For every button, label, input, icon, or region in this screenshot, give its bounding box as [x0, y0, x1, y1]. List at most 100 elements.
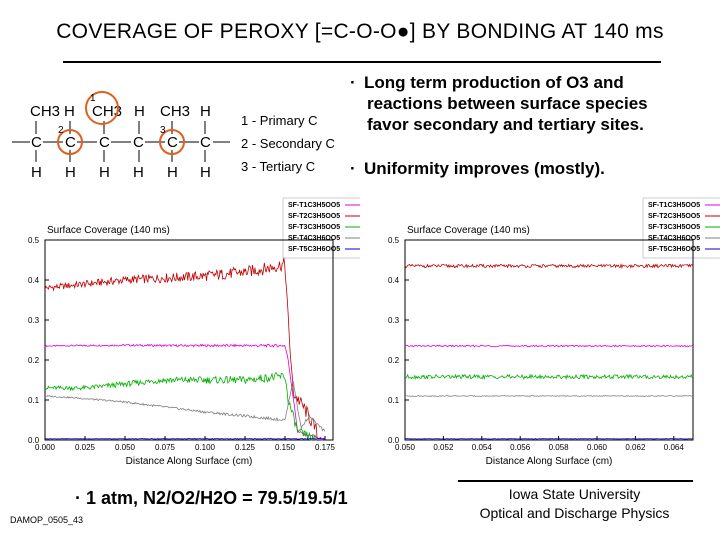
x-tick-label: 0.025 [75, 443, 96, 452]
plot-area [404, 239, 694, 441]
bullet-line: Uniformity improves (mostly). [364, 159, 605, 178]
x-tick-label: 0.100 [195, 443, 216, 452]
tertiary-site-circle [159, 129, 185, 155]
x-axis-label: Distance Along Surface (cm) [486, 456, 613, 467]
plot-area [44, 239, 334, 441]
series-line-SF-T2C3H5OO5 [44, 257, 318, 438]
y-tick-label: 0.5 [388, 236, 400, 245]
legend-label: SF-T4C3H6OO5 [288, 235, 340, 242]
page-title: COVERAGE OF PEROXY [=C-O-O●] BY BONDING … [56, 20, 664, 43]
y-tick-label: 0.2 [28, 356, 40, 365]
legend-box [282, 197, 360, 259]
site-legend: 1 - Primary C 2 - Secondary C 3 - Tertia… [241, 112, 335, 175]
molecule-top-label: H [200, 103, 211, 120]
y-tick-label: 0.1 [388, 396, 400, 405]
x-tick-label: 0.125 [235, 443, 256, 452]
bullet-dot-icon: · [75, 488, 81, 508]
bullet-line: favor secondary and tertiary sites. [367, 115, 644, 134]
series-line-SF-T1C3H5OO5 [404, 344, 694, 348]
title-divider [63, 61, 661, 63]
legend-label: SF-T2C3H5OO5 [648, 213, 700, 220]
site-number: 1 [90, 93, 96, 104]
hydrogen-atom: H [99, 164, 110, 181]
x-tick-label: 0.075 [155, 443, 176, 452]
legend-label: SF-T1C3H5OO5 [648, 202, 700, 209]
y-tick-label: 0.4 [28, 276, 40, 285]
bullet-dot-icon: · [350, 73, 356, 92]
x-tick-label: 0.052 [433, 443, 454, 452]
molecule-top-label: H [64, 103, 75, 120]
x-tick-label: 0.050 [395, 443, 416, 452]
molecule-svg: CH3 H CH3 H CH3 H C C C C C C [12, 91, 230, 181]
x-tick-label: 0.000 [35, 443, 56, 452]
hydrogen-atom: H [65, 164, 76, 181]
series-line-SF-T1C3H5OO5 [44, 343, 326, 441]
condition-value: 1 atm, N2/O2/H2O = 79.5/19.5/1 [86, 488, 348, 508]
y-tick-label: 0.0 [28, 436, 40, 445]
slide-code: DAMOP_0505_43 [10, 515, 84, 525]
carbon-atom: C [99, 134, 110, 151]
site-number: 3 [160, 125, 166, 136]
series-line-SF-T3C3H5OO5 [44, 372, 318, 441]
series-line-SF-T5C3H6OO5 [44, 437, 326, 440]
organization: Iowa State University Optical and Discha… [452, 485, 697, 523]
chart-legend: SF-T1C3H5OO5 SF-T2C3H5OO5 SF-T3C3H5OO5 SF-T… [282, 197, 360, 259]
carbon-atom: C [200, 134, 211, 151]
carbon-atom: C [167, 134, 178, 151]
molecule-top-label: CH3 [92, 103, 122, 120]
carbon-atom: C [133, 134, 144, 151]
series-line-SF-T3C3H5OO5 [404, 373, 694, 381]
legend-label: SF-T3C3H5OO5 [288, 224, 340, 231]
carbon-atom: C [31, 134, 42, 151]
hydrogen-atom: H [31, 164, 42, 181]
site-legend-item: 2 - Secondary C [241, 136, 335, 151]
y-tick-label: 0.2 [388, 356, 400, 365]
bullet-2: · Uniformity improves (mostly). [350, 158, 710, 179]
hydrogen-atom: H [133, 164, 144, 181]
y-tick-label: 0.3 [28, 316, 40, 325]
chart-title: Surface Coverage (140 ms) [47, 225, 170, 236]
y-tick-label: 0.5 [28, 236, 40, 245]
molecule-top-label: H [134, 103, 145, 120]
legend-box [642, 197, 720, 259]
bullet-dot-icon: · [350, 159, 356, 178]
molecule-top-label: CH3 [160, 103, 190, 120]
y-tick-label: 0.3 [388, 316, 400, 325]
y-tick-label: 0.4 [388, 276, 400, 285]
y-tick-label: 0.1 [28, 396, 40, 405]
y-tick-label: 0.0 [388, 436, 400, 445]
x-tick-label: 0.050 [115, 443, 136, 452]
primary-site-circle [85, 91, 119, 125]
legend-label: SF-T1C3H5OO5 [288, 202, 340, 209]
x-axis-label: Distance Along Surface (cm) [126, 456, 253, 467]
carbon-atom: C [65, 134, 76, 151]
site-legend-item: 3 - Tertiary C [241, 159, 316, 174]
x-tick-label: 0.064 [664, 443, 685, 452]
legend-label: SF-T3C3H5OO5 [648, 224, 700, 231]
chart-legend: SF-T1C3H5OO5 SF-T2C3H5OO5 SF-T3C3H5OO5 SF-T… [642, 197, 720, 259]
molecule-top-label: CH3 [30, 103, 60, 120]
site-number: 2 [58, 125, 64, 136]
x-tick-label: 0.060 [587, 443, 608, 452]
x-tick-label: 0.150 [275, 443, 296, 452]
org-line: Iowa State University [508, 486, 641, 502]
x-tick-label: 0.175 [315, 443, 336, 452]
legend-label: SF-T4C3H6OO5 [648, 235, 700, 242]
molecule-diagram: CH3 H CH3 H CH3 H C C C C C C [8, 90, 238, 195]
x-tick-label: 0.058 [549, 443, 570, 452]
x-tick-label: 0.056 [510, 443, 531, 452]
bullet-line: Long term production of O3 and [364, 73, 624, 92]
right-chart: SF-T1C3H5OO5 SF-T2C3H5OO5 SF-T3C3H5OO5 SF-T… [388, 197, 720, 467]
chart-title: Surface Coverage (140 ms) [407, 225, 530, 236]
legend-label: SF-T5C3H6OO5 [288, 246, 340, 253]
x-tick-label: 0.062 [625, 443, 646, 452]
series-line-SF-T4C3H6OO5 [404, 395, 694, 397]
series-line-SF-T2C3H5OO5 [404, 263, 694, 269]
bullet-1: · Long term production of O3 and reaction… [350, 72, 710, 135]
x-tick-label: 0.054 [472, 443, 493, 452]
hydrogen-atom: H [200, 164, 211, 181]
condition-text: · 1 atm, N2/O2/H2O = 79.5/19.5/1 [75, 488, 348, 509]
org-line: Optical and Discharge Physics [479, 505, 670, 521]
hydrogen-atom: H [167, 164, 178, 181]
bullet-line: reactions between surface species [367, 94, 648, 113]
